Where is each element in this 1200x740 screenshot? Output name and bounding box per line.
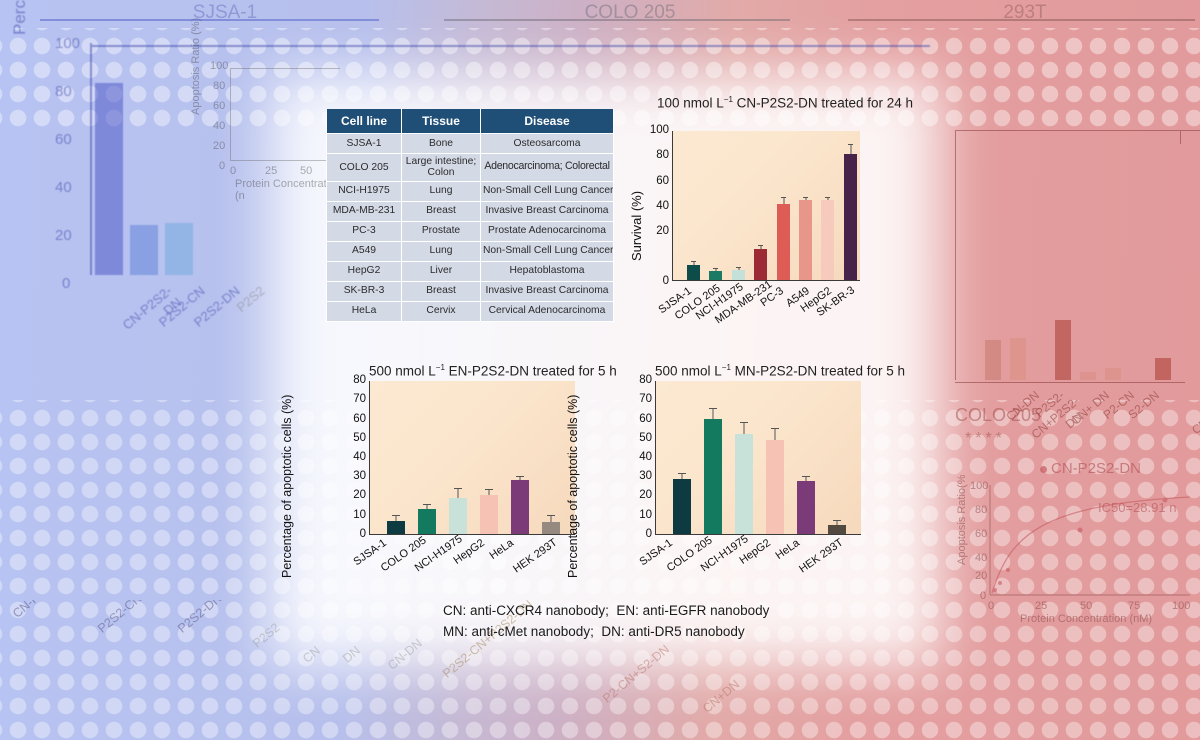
svg-text:40: 40 bbox=[975, 552, 987, 564]
svg-text:100: 100 bbox=[970, 480, 988, 492]
svg-text:20: 20 bbox=[975, 570, 987, 582]
svg-text:Apoptosis Ratio(%): Apoptosis Ratio(%) bbox=[956, 475, 968, 565]
svg-text:60: 60 bbox=[975, 528, 987, 540]
svg-text:80: 80 bbox=[975, 504, 987, 516]
